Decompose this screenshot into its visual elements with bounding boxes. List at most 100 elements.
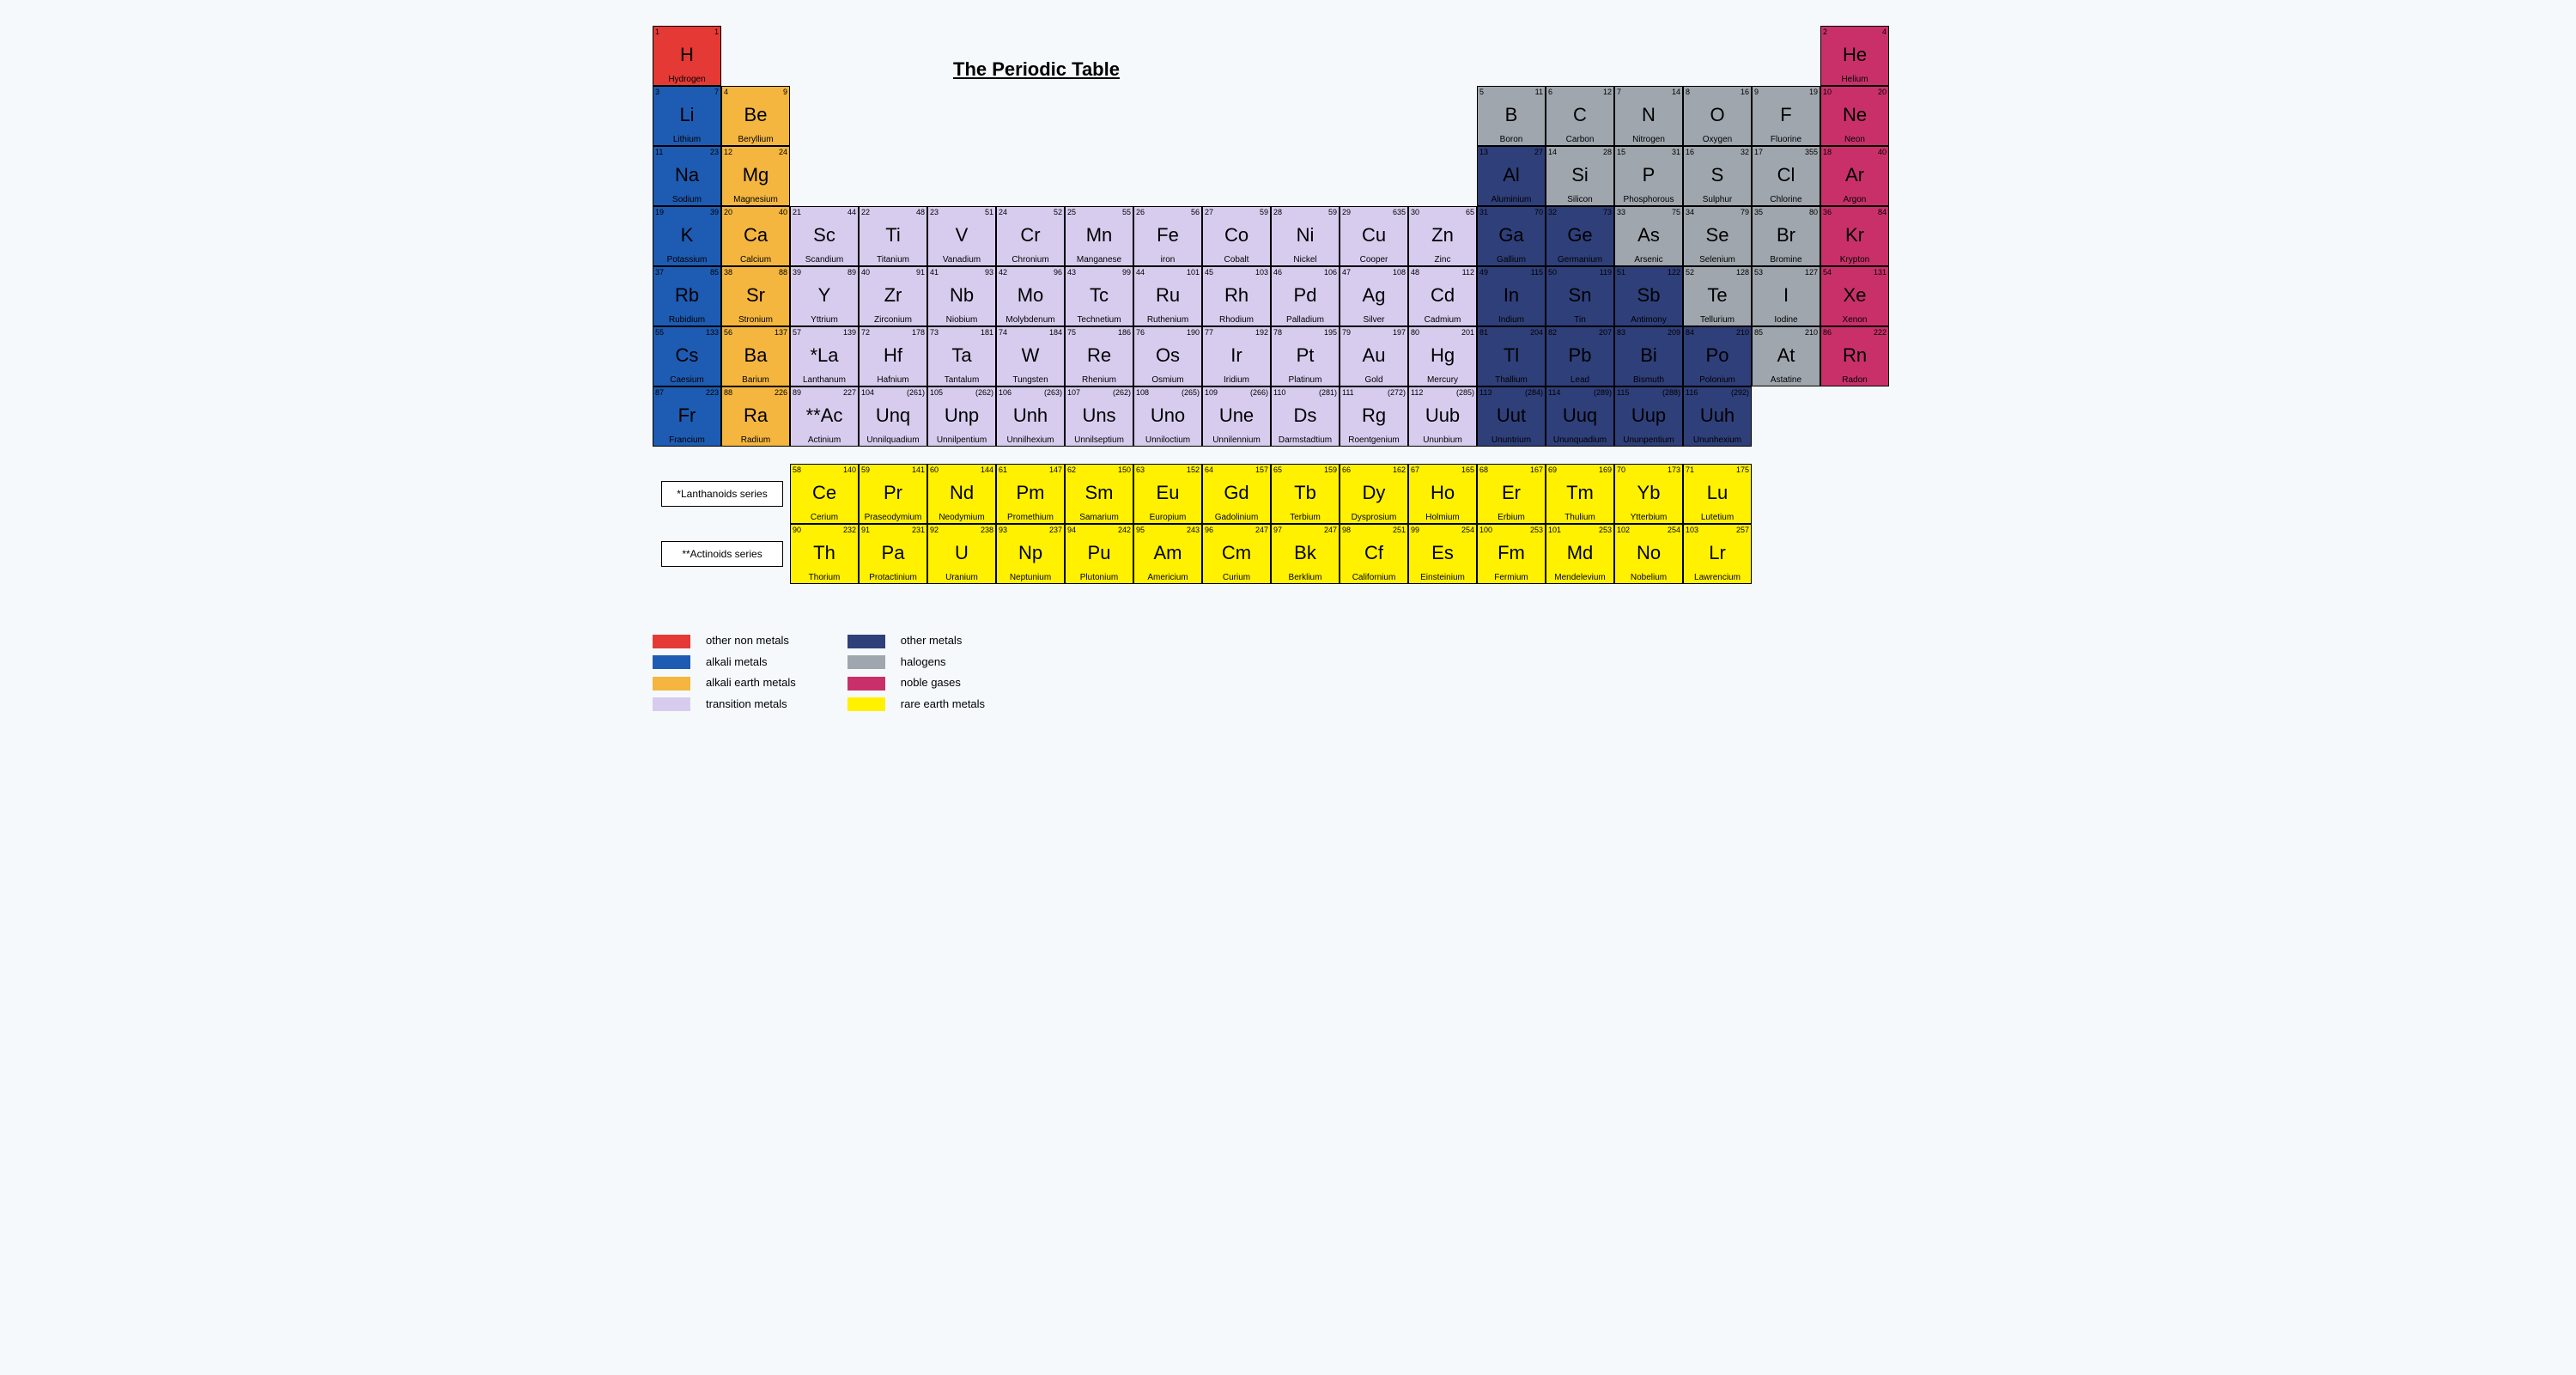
element-name: Fermium bbox=[1478, 573, 1545, 582]
element-cell-Ge: 3273GeGermanium bbox=[1546, 206, 1614, 266]
atomic-number: 42 bbox=[999, 268, 1007, 277]
element-symbol: Fe bbox=[1134, 224, 1201, 246]
element-cell-Po: 84210PoPolonium bbox=[1683, 326, 1752, 386]
element-cell-Une: 109(266)UneUnnilennium bbox=[1202, 386, 1271, 447]
atomic-number: 109 bbox=[1205, 388, 1218, 397]
element-name: Holmium bbox=[1409, 513, 1476, 522]
element-name: Calcium bbox=[722, 255, 789, 265]
atomic-mass: 210 bbox=[1805, 328, 1818, 337]
element-cell-Te: 52128TeTellurium bbox=[1683, 266, 1752, 326]
atomic-mass: 80 bbox=[1809, 208, 1818, 216]
atomic-mass: 253 bbox=[1530, 526, 1543, 534]
element-symbol: Eu bbox=[1134, 482, 1201, 504]
atomic-mass: 59 bbox=[1328, 208, 1337, 216]
atomic-number: 71 bbox=[1686, 465, 1694, 474]
element-name: Scandium bbox=[791, 255, 858, 265]
element-symbol: Ar bbox=[1821, 164, 1888, 186]
atomic-mass: 115 bbox=[1531, 268, 1543, 277]
atomic-number: 20 bbox=[724, 208, 732, 216]
atomic-mass: 108 bbox=[1393, 268, 1406, 277]
element-cell-Se: 3479SeSelenium bbox=[1683, 206, 1752, 266]
element-cell-Ta: 73181TaTantalum bbox=[927, 326, 996, 386]
element-symbol: Cu bbox=[1340, 224, 1407, 246]
element-name: Fluorine bbox=[1753, 135, 1820, 144]
atomic-mass: 32 bbox=[1741, 148, 1749, 156]
element-cell-Pm: 61147PmPromethium bbox=[996, 464, 1065, 524]
atomic-number: 65 bbox=[1273, 465, 1282, 474]
element-cell-He: 24HeHelium bbox=[1820, 26, 1889, 86]
legend-label: transition metals bbox=[706, 697, 787, 710]
element-symbol: Ne bbox=[1821, 104, 1888, 126]
atomic-number: 4 bbox=[724, 88, 728, 96]
element-cell-Md: 101253MdMendelevium bbox=[1546, 524, 1614, 584]
atomic-number: 38 bbox=[724, 268, 732, 277]
atomic-number: 91 bbox=[861, 526, 870, 534]
atomic-mass: 247 bbox=[1324, 526, 1337, 534]
element-symbol: Ta bbox=[928, 344, 995, 367]
element-symbol: Cm bbox=[1203, 542, 1270, 564]
element-cell-Ar: 1840ArArgon bbox=[1820, 146, 1889, 206]
atomic-number: 34 bbox=[1686, 208, 1694, 216]
element-symbol: Rb bbox=[653, 284, 720, 307]
atomic-number: 55 bbox=[655, 328, 664, 337]
element-cell-Rn: 86222RnRadon bbox=[1820, 326, 1889, 386]
atomic-number: 8 bbox=[1686, 88, 1690, 96]
element-symbol: Hf bbox=[860, 344, 927, 367]
atomic-mass: 91 bbox=[916, 268, 925, 277]
atomic-number: 37 bbox=[655, 268, 664, 277]
element-symbol: Bi bbox=[1615, 344, 1682, 367]
element-cell-Tb: 65159TbTerbium bbox=[1271, 464, 1340, 524]
element-name: Dysprosium bbox=[1340, 513, 1407, 522]
element-name: Antimony bbox=[1615, 315, 1682, 325]
atomic-mass: 16 bbox=[1741, 88, 1749, 96]
atomic-number: 23 bbox=[930, 208, 939, 216]
element-name: Ununbium bbox=[1409, 435, 1476, 445]
atomic-number: 14 bbox=[1548, 148, 1557, 156]
element-cell-Cm: 96247CmCurium bbox=[1202, 524, 1271, 584]
atomic-number: 110 bbox=[1273, 388, 1285, 397]
element-name: Ununtrium bbox=[1478, 435, 1545, 445]
element-name: Bromine bbox=[1753, 255, 1820, 265]
legend-swatch bbox=[653, 677, 690, 691]
atomic-mass: 133 bbox=[706, 328, 719, 337]
element-symbol: Md bbox=[1546, 542, 1613, 564]
element-cell-Ac: 89227**AcActinium bbox=[790, 386, 859, 447]
element-cell-Be: 49BeBeryllium bbox=[721, 86, 790, 146]
element-name: Americium bbox=[1134, 573, 1201, 582]
atomic-number: 106 bbox=[999, 388, 1012, 397]
element-symbol: Li bbox=[653, 104, 720, 126]
element-name: Neon bbox=[1821, 135, 1888, 144]
atomic-mass: 48 bbox=[916, 208, 925, 216]
atomic-number: 112 bbox=[1411, 388, 1423, 397]
element-cell-Unq: 104(261)UnqUnnilquadium bbox=[859, 386, 927, 447]
element-name: Gallium bbox=[1478, 255, 1545, 265]
element-name: Francium bbox=[653, 435, 720, 445]
element-cell-Fr: 87223FrFrancium bbox=[653, 386, 721, 447]
element-cell-Xe: 54131XeXenon bbox=[1820, 266, 1889, 326]
element-name: Oxygen bbox=[1684, 135, 1751, 144]
legend-item-alkali_metals: alkali metals bbox=[653, 655, 796, 670]
atomic-number: 74 bbox=[999, 328, 1007, 337]
atomic-number: 75 bbox=[1067, 328, 1076, 337]
element-name: Niobium bbox=[928, 315, 995, 325]
atomic-mass: (263) bbox=[1044, 388, 1062, 397]
element-name: Arsenic bbox=[1615, 255, 1682, 265]
element-symbol: He bbox=[1821, 44, 1888, 66]
element-symbol: Kr bbox=[1821, 224, 1888, 246]
element-symbol: Re bbox=[1066, 344, 1133, 367]
element-cell-Cl: 17355ClChlorine bbox=[1752, 146, 1820, 206]
element-name: Beryllium bbox=[722, 135, 789, 144]
element-cell-Eu: 63152EuEuropium bbox=[1133, 464, 1202, 524]
atomic-number: 10 bbox=[1823, 88, 1832, 96]
element-symbol: Ba bbox=[722, 344, 789, 367]
element-symbol: Uut bbox=[1478, 405, 1545, 427]
element-cell-Zn: 3065ZnZinc bbox=[1408, 206, 1477, 266]
atomic-number: 15 bbox=[1617, 148, 1625, 156]
element-cell-Tc: 4399TcTechnetium bbox=[1065, 266, 1133, 326]
element-symbol: Sc bbox=[791, 224, 858, 246]
atomic-mass: 210 bbox=[1736, 328, 1749, 337]
atomic-mass: 51 bbox=[985, 208, 993, 216]
element-cell-Co: 2759CoCobalt bbox=[1202, 206, 1271, 266]
element-symbol: Os bbox=[1134, 344, 1201, 367]
atomic-number: 28 bbox=[1273, 208, 1282, 216]
